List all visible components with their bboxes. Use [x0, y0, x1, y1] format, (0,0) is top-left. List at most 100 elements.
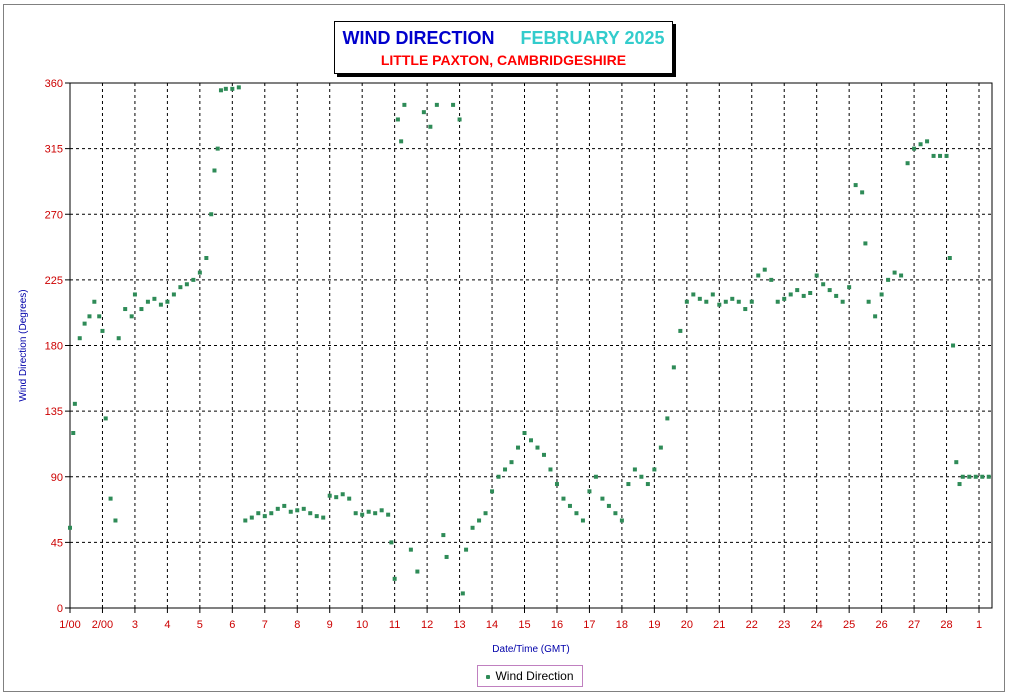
y-tick-label: 180 — [45, 341, 63, 353]
x-tick-label: 1/00 — [59, 619, 80, 631]
data-point — [840, 299, 845, 304]
x-tick-label: 10 — [356, 619, 368, 631]
data-point — [460, 591, 465, 596]
x-tick-label: 21 — [713, 619, 725, 631]
data-point — [97, 314, 102, 319]
data-point — [386, 512, 391, 517]
data-point — [428, 124, 433, 129]
data-point — [944, 153, 949, 158]
data-point — [938, 153, 943, 158]
data-point — [256, 511, 261, 516]
data-point — [308, 511, 313, 516]
data-point — [899, 273, 904, 278]
data-point — [314, 514, 319, 519]
legend: Wind Direction — [477, 665, 583, 687]
y-tick-label: 135 — [45, 406, 63, 418]
data-point — [684, 299, 689, 304]
data-point — [756, 273, 761, 278]
data-point — [808, 291, 813, 295]
data-point — [269, 511, 274, 516]
data-point — [951, 343, 956, 348]
y-tick-label: 225 — [45, 275, 63, 287]
data-point — [529, 438, 533, 443]
data-point — [68, 525, 72, 530]
data-point — [457, 117, 462, 122]
legend-marker — [486, 674, 491, 679]
data-point — [567, 503, 572, 508]
chart-period: FEBRUARY 2025 — [520, 28, 665, 48]
data-point — [580, 518, 585, 523]
data-point — [561, 496, 566, 501]
data-point — [77, 336, 82, 341]
x-axis-label: Date/Time (GMT) — [492, 644, 569, 655]
data-point — [613, 511, 618, 516]
data-point — [743, 307, 748, 312]
data-point — [421, 110, 426, 115]
data-point — [678, 328, 683, 333]
y-tick-label: 90 — [51, 472, 63, 484]
data-point — [108, 496, 113, 501]
x-tick-label: 4 — [164, 619, 170, 631]
y-tick-label: 45 — [51, 537, 63, 549]
data-point — [626, 482, 631, 487]
x-tick-label: 22 — [746, 619, 758, 631]
data-point — [873, 314, 878, 319]
data-point — [395, 117, 400, 122]
data-point — [334, 495, 339, 500]
data-point — [619, 518, 624, 523]
data-point — [132, 292, 137, 297]
chart-subtitle: LITTLE PAXTON, CAMBRIDGESHIRE — [380, 52, 627, 68]
x-tick-label: 5 — [197, 619, 203, 631]
data-point — [801, 293, 806, 298]
data-point — [782, 296, 787, 301]
x-tick-label: 18 — [616, 619, 628, 631]
data-point — [71, 431, 76, 435]
data-point — [503, 467, 508, 472]
data-point — [451, 102, 456, 107]
data-point — [288, 509, 293, 514]
x-tick-label: 13 — [453, 619, 465, 631]
data-point — [392, 576, 397, 581]
data-point — [402, 102, 407, 107]
data-point — [262, 514, 267, 519]
data-point — [353, 511, 358, 516]
x-tick-label: 23 — [778, 619, 790, 631]
data-point — [373, 511, 378, 516]
y-tick-label: 270 — [45, 209, 63, 221]
data-point — [717, 302, 722, 307]
data-point — [788, 292, 793, 297]
data-point — [408, 547, 413, 552]
data-point — [912, 146, 917, 151]
data-point — [863, 241, 868, 246]
data-point — [665, 416, 670, 421]
data-point — [444, 554, 449, 559]
data-point — [197, 270, 202, 275]
data-point — [541, 452, 546, 457]
x-tick-label: 17 — [583, 619, 595, 631]
data-point — [860, 190, 865, 195]
data-point — [931, 153, 936, 158]
data-point — [282, 503, 287, 508]
data-point — [152, 296, 157, 301]
data-point — [632, 467, 637, 472]
data-point — [522, 431, 527, 435]
title-box: WIND DIRECTION FEBRUARY 2025 LITTLE PAXTO… — [334, 21, 673, 74]
data-point — [209, 212, 214, 217]
data-point — [204, 256, 209, 260]
data-point — [554, 482, 559, 487]
data-point — [100, 328, 105, 333]
data-point — [574, 511, 579, 516]
data-point — [967, 474, 972, 479]
data-point — [600, 496, 605, 501]
data-point — [925, 139, 930, 144]
data-point — [191, 277, 196, 282]
data-point — [905, 161, 910, 166]
x-tick-label: 28 — [940, 619, 952, 631]
x-tick-label: 26 — [875, 619, 887, 631]
data-point — [593, 474, 598, 479]
data-point — [723, 299, 728, 304]
data-point — [399, 139, 404, 144]
data-point — [652, 467, 657, 472]
plot-border — [69, 82, 993, 609]
